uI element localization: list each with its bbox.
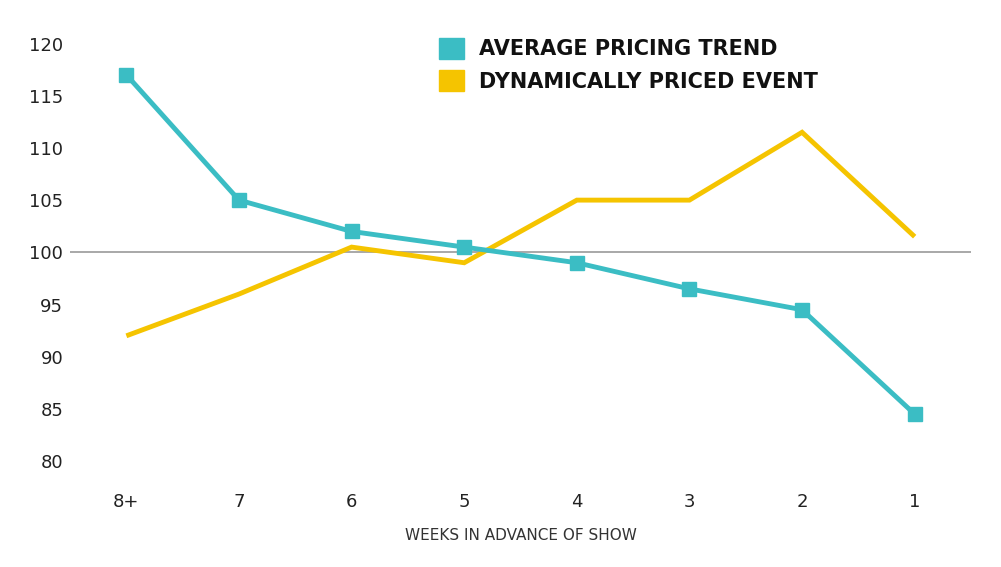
- X-axis label: WEEKS IN ADVANCE OF SHOW: WEEKS IN ADVANCE OF SHOW: [404, 528, 637, 543]
- Legend: AVERAGE PRICING TREND, DYNAMICALLY PRICED EVENT: AVERAGE PRICING TREND, DYNAMICALLY PRICE…: [439, 37, 818, 91]
